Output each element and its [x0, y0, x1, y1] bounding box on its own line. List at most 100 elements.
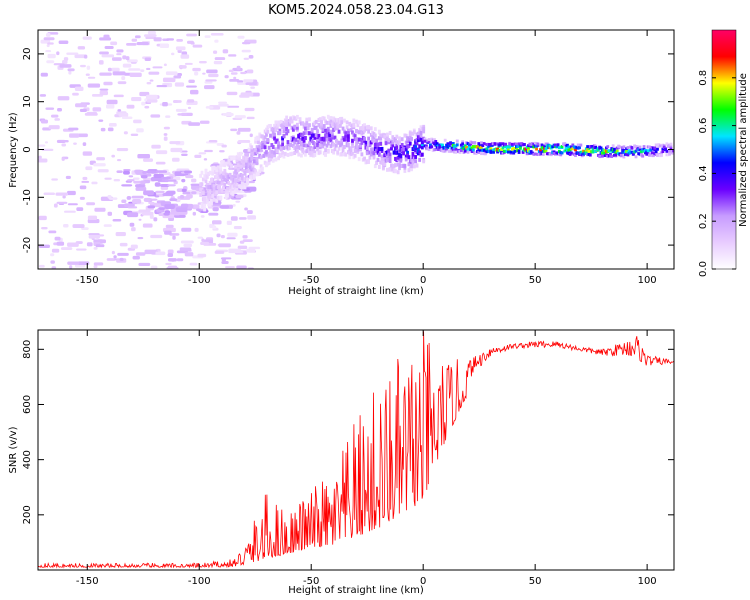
spectrogram-cell — [165, 224, 174, 229]
spectrogram-cell — [56, 241, 65, 246]
spectrogram-cell — [127, 206, 138, 209]
spectrogram-cell — [434, 147, 438, 151]
spectrogram-cell — [340, 120, 344, 125]
spectrogram-cell — [672, 149, 674, 153]
spectrogram-cell — [99, 88, 109, 91]
spectrogram-cell — [137, 154, 151, 159]
spectrogram-cell — [574, 148, 577, 152]
y-tick-label: 20 — [22, 48, 33, 61]
spectrogram-cell — [103, 224, 112, 227]
spectrogram-cell — [255, 150, 259, 155]
spectrogram-cell — [579, 143, 583, 147]
spectrogram-cell — [289, 142, 293, 147]
spectrogram-cell — [140, 69, 145, 73]
spectrogram-cell — [201, 191, 205, 196]
spectrogram-cell — [559, 153, 563, 157]
spectrogram-cell — [574, 154, 577, 158]
spectrogram-cell — [226, 190, 229, 195]
spectrogram-cell — [286, 129, 290, 134]
spectrogram-cell — [340, 142, 344, 147]
spectrogram-cell — [201, 238, 205, 243]
spectrogram-cell — [600, 154, 604, 158]
spectrogram-cell — [646, 149, 650, 153]
spectrogram-cell — [205, 199, 209, 204]
spectrogram-cell — [353, 153, 357, 158]
spectrogram-cell — [123, 203, 135, 207]
spectrogram-cell — [99, 90, 109, 96]
spectrogram-cell — [111, 154, 115, 158]
spectrogram-cell — [469, 148, 473, 152]
spectrogram-cell — [72, 92, 79, 96]
spectrogram-cell — [203, 196, 207, 201]
spectrogram-cell — [186, 85, 197, 88]
spectrogram-cell — [326, 141, 330, 146]
spectrogram-cell — [244, 207, 248, 211]
spectrogram-cell — [325, 143, 329, 148]
spectrogram-cell — [533, 152, 537, 156]
spectrogram-cell — [209, 177, 213, 182]
spectrogram-cell — [98, 60, 104, 65]
spectrogram-cell — [93, 265, 98, 269]
spectrogram-cell — [658, 144, 662, 148]
spectrogram-cell — [150, 234, 163, 239]
spectrogram-cell — [403, 168, 407, 173]
spectrogram-cell — [316, 143, 319, 148]
spectrogram-cell — [472, 145, 475, 149]
spectrogram-cell — [563, 142, 567, 146]
spectrogram-cell — [291, 127, 295, 132]
spectrogram-cell — [55, 192, 69, 196]
spectrogram-cell — [208, 196, 212, 201]
spectrogram-cell — [166, 38, 175, 41]
spectrogram-cell — [287, 121, 291, 126]
spectrogram-cell — [373, 164, 377, 169]
spectrogram-cell — [443, 138, 447, 142]
spectrogram-cell — [212, 207, 219, 212]
spectrogram-cell — [613, 149, 616, 153]
spectrogram-cell — [320, 125, 323, 130]
spectrogram-cell — [246, 69, 254, 74]
spectrogram-cell — [516, 144, 520, 148]
spectrogram-cell — [386, 132, 389, 137]
spectrogram-cell — [179, 247, 192, 252]
spectrogram-cell — [318, 143, 322, 148]
spectrogram-cell — [188, 122, 201, 126]
spectrogram-cell — [353, 148, 357, 153]
spectrogram-cell — [408, 132, 412, 137]
spectrogram-cell — [478, 148, 482, 152]
spectrogram-cell — [241, 49, 251, 53]
spectrogram-cell — [282, 129, 286, 134]
spectrogram-cell — [226, 220, 232, 226]
spectrogram-cell — [381, 165, 385, 170]
spectrogram-cell — [618, 145, 622, 149]
spectrogram-cell — [206, 69, 218, 74]
spectrogram-cell — [48, 125, 60, 130]
spectrogram-cell — [116, 170, 123, 173]
spectrogram-cell — [222, 175, 225, 180]
spectrogram-cell — [480, 145, 483, 149]
spectrogram-cell — [221, 144, 227, 148]
spectrogram-cell — [122, 55, 127, 60]
x-tick-label: 100 — [638, 275, 657, 286]
spectrogram-cell — [222, 49, 229, 54]
y-tick-label: 10 — [22, 95, 33, 108]
spectrogram-cell — [344, 135, 348, 140]
spectrogram-cell — [205, 106, 214, 109]
x-tick-label: -50 — [303, 275, 319, 286]
spectrogram-cell — [570, 145, 573, 149]
spectrogram-cell — [265, 132, 268, 137]
spectrogram-cell — [449, 142, 452, 146]
spectrogram-cell — [489, 150, 493, 154]
spectrogram-cell — [133, 119, 142, 124]
spectrogram-cell — [76, 248, 87, 251]
spectrogram-cell — [246, 181, 250, 186]
spectrogram-cell — [198, 152, 207, 155]
spectrogram-cell — [541, 152, 545, 156]
spectrogram-cell — [86, 202, 96, 206]
spectrogram-cell — [215, 190, 219, 195]
spectrogram-cell — [82, 36, 92, 40]
spectrogram-cell — [343, 145, 346, 150]
spectrogram-cell — [165, 262, 172, 266]
spectrogram-cell — [57, 96, 70, 101]
spectrogram-cell — [248, 54, 254, 59]
spectrogram-cell — [226, 193, 229, 198]
